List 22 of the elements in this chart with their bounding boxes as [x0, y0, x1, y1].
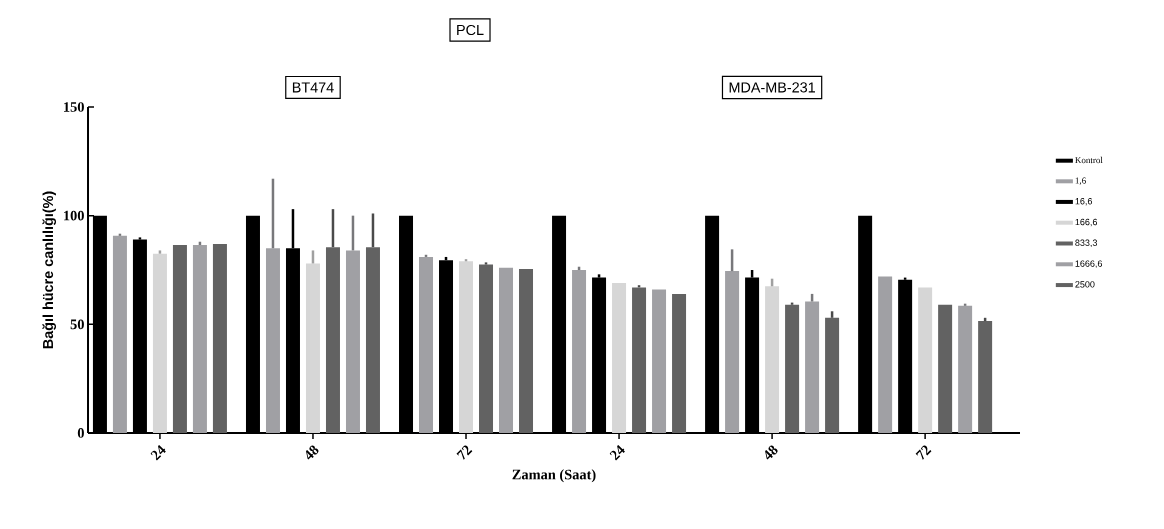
legend-label: 1666,6: [1075, 260, 1103, 268]
y-tick-label: 0: [77, 428, 84, 438]
chart-title: PCL: [457, 24, 484, 36]
legend-label: 2500: [1075, 281, 1095, 288]
x-tick-label: 48: [306, 445, 319, 460]
legend-label: Kontrol: [1075, 156, 1103, 164]
x-tick-label: 48: [765, 445, 778, 460]
x-axis-title: Zaman (Saat): [512, 469, 596, 483]
legend-label: 1,6: [1075, 177, 1086, 185]
y-tick-label: 150: [64, 102, 84, 112]
x-tick-label: 24: [150, 444, 166, 461]
x-tick-label: 72: [915, 445, 932, 460]
legend-label: 16,6: [1075, 198, 1093, 206]
legend-label: 833,3: [1075, 239, 1098, 248]
y-tick-label: 50: [70, 319, 84, 330]
legend-label: 166,6: [1075, 218, 1098, 227]
text: MDA-MB-231: [729, 82, 815, 93]
y-axis-title: Bağıl hücre canlılığı(%): [42, 191, 57, 349]
x-tick-label: 24: [609, 444, 625, 461]
x-tick-label: 72: [456, 445, 473, 460]
y-tick-label: 100: [64, 210, 84, 221]
text: BT474: [292, 82, 334, 93]
